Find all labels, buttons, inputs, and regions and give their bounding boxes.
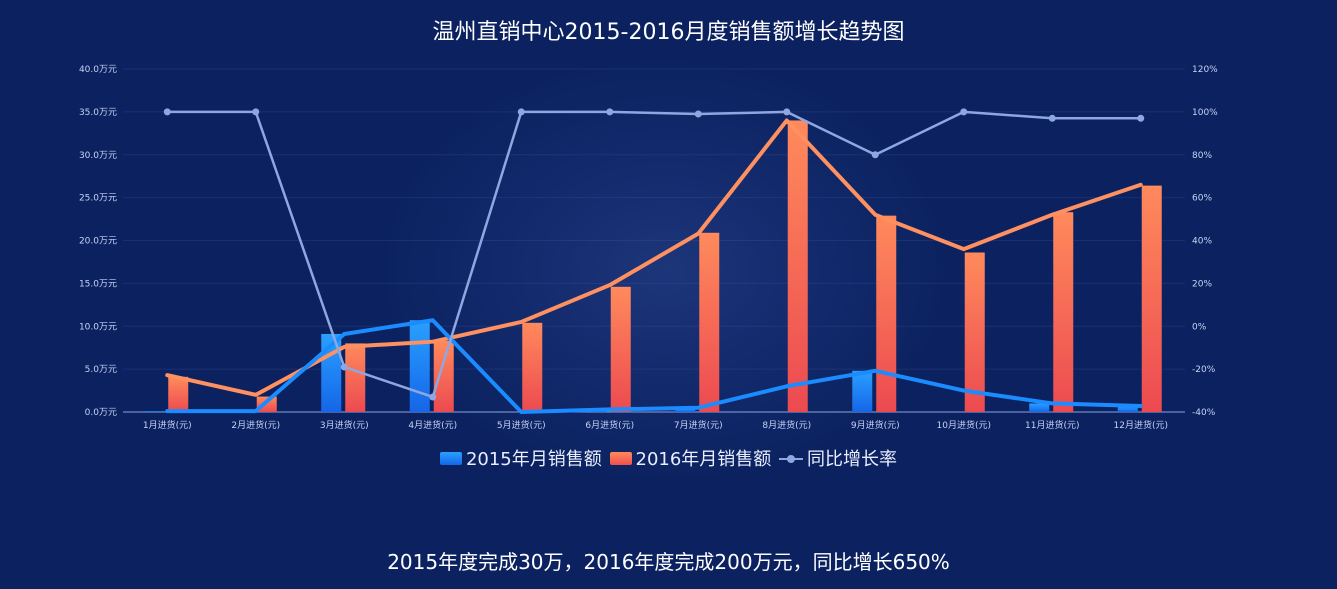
series-line-rate	[166, 110, 1142, 399]
legend-item-rate[interactable]: 同比增长率	[779, 445, 897, 471]
legend-swatch-2015	[439, 451, 462, 465]
bar-2015	[852, 370, 873, 412]
rate-point	[517, 108, 525, 116]
bar-2016	[345, 343, 366, 412]
rate-point	[429, 393, 437, 401]
bar-2016	[876, 215, 897, 412]
y-left-tick-label: 10.0万元	[79, 322, 117, 332]
legend-item-2016[interactable]: 2016年月销售额	[609, 445, 772, 471]
y-left-tick-label: 40.0万元	[79, 65, 117, 75]
x-tick-label: 9月进货(元)	[851, 419, 900, 431]
x-tick-label: 4月进货(元)	[408, 419, 457, 431]
legend-item-2015[interactable]: 2015年月销售额	[439, 445, 602, 471]
legend-label-2016: 2016年月销售额	[635, 449, 772, 470]
x-tick-label: 1月进货(元)	[143, 419, 192, 431]
y-right-tick-label: 0%	[1192, 322, 1207, 332]
bar-2015	[321, 333, 342, 412]
y-left-tick-label: 25.0万元	[79, 194, 117, 204]
y-right-tick-label: 60%	[1192, 194, 1212, 204]
x-tick-label: 8月进货(元)	[762, 419, 811, 431]
x-tick-label: 5月进货(元)	[497, 419, 546, 431]
y-right-tick-label: 100%	[1192, 108, 1218, 118]
bar-2016	[1053, 212, 1074, 412]
rate-point	[163, 108, 171, 116]
summary-text: 2015年度完成30万，2016年度完成200万元，同比增长650%	[387, 550, 950, 574]
bar-2016	[168, 376, 189, 412]
series-line-2015	[165, 318, 1143, 414]
x-tick-label: 12月进货(元)	[1114, 419, 1168, 431]
bar-2016	[433, 340, 454, 412]
bar-2016	[522, 322, 543, 412]
legend-label-rate: 同比增长率	[807, 449, 898, 470]
bar-2015	[144, 411, 165, 412]
y-left-tick-label: 20.0万元	[79, 237, 117, 247]
chart-legend: 2015年月销售额 2016年月销售额 同比增长率	[0, 445, 1337, 471]
rate-point	[960, 108, 968, 116]
bar-2016	[787, 120, 808, 412]
rate-point	[694, 110, 702, 118]
x-tick-label: 2月进货(元)	[231, 419, 280, 431]
rate-point	[871, 151, 879, 159]
x-tick-label: 3月进货(元)	[320, 419, 369, 431]
x-tick-label: 10月进货(元)	[937, 419, 991, 431]
bar-2015	[409, 320, 430, 412]
y-right-tick-label: 120%	[1192, 65, 1218, 75]
y-left-tick-label: 5.0万元	[85, 365, 117, 375]
y-left-tick-label: 35.0万元	[79, 108, 117, 118]
y-right-tick-label: 20%	[1192, 279, 1212, 289]
y-left-tick-label: 15.0万元	[79, 279, 117, 289]
rate-point	[1048, 114, 1056, 122]
y-right-tick-label: 80%	[1192, 151, 1212, 161]
bar-2016	[699, 232, 720, 412]
y-left-tick-label: 0.0万元	[85, 408, 117, 418]
rate-point	[783, 108, 791, 116]
rate-point	[252, 108, 260, 116]
rate-point	[340, 363, 348, 371]
legend-label-2015: 2015年月销售额	[465, 449, 602, 470]
bar-2016	[610, 286, 631, 412]
rate-point	[1137, 114, 1145, 122]
legend-swatch-rate	[779, 452, 804, 465]
legend-swatch-2016	[609, 451, 632, 465]
bar-2015	[1117, 405, 1138, 412]
series-line-2016	[165, 118, 1143, 397]
bar-2016	[1141, 185, 1162, 412]
y-right-tick-label: 40%	[1192, 237, 1212, 247]
bar-2016	[964, 252, 985, 412]
bar-2015	[1029, 403, 1050, 412]
x-tick-label: 7月进货(元)	[674, 419, 723, 431]
y-right-tick-label: -40%	[1192, 408, 1216, 418]
y-right-tick-label: -20%	[1192, 365, 1216, 375]
chart-title: 温州直销中心2015-2016月度销售额增长趋势图	[432, 20, 905, 45]
y-left-tick-label: 30.0万元	[79, 151, 117, 161]
x-tick-label: 6月进货(元)	[585, 419, 634, 431]
x-tick-label: 11月进货(元)	[1025, 419, 1079, 431]
rate-point	[606, 108, 614, 116]
